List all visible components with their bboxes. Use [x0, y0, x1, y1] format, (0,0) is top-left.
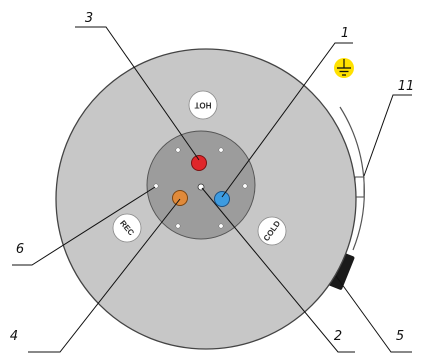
- mounting-holes: [153, 147, 248, 229]
- rec-label-disc: REC: [112, 213, 142, 243]
- callout-6: 6: [16, 242, 24, 257]
- earth-ground-icon: [334, 58, 354, 78]
- leader-5: [335, 275, 412, 353]
- callout-11: 11: [398, 79, 415, 94]
- leader-2: [201, 187, 355, 353]
- cold-label-disc: COLD: [257, 216, 287, 246]
- leader-lines: [12, 26, 412, 353]
- leader-6: [12, 186, 156, 266]
- mounting-hole: [242, 183, 248, 189]
- hot-label: HOT: [194, 101, 211, 110]
- callout-2: 2: [334, 329, 342, 344]
- callout-3: 3: [85, 11, 93, 26]
- mounting-hole: [218, 147, 224, 153]
- callout-4: 4: [10, 329, 18, 344]
- leader-1: [221, 42, 353, 198]
- mounting-hole: [218, 223, 224, 229]
- leader-3: [75, 26, 200, 161]
- body-rim-edge: [339, 106, 365, 251]
- cold-water-port: [214, 191, 230, 207]
- recirculation-port: [172, 190, 188, 206]
- hot-water-port: [191, 155, 207, 171]
- mounting-hole: [175, 147, 181, 153]
- mounting-hole: [175, 223, 181, 229]
- callout-1: 1: [341, 26, 349, 41]
- leader-4: [28, 198, 181, 353]
- hot-label-disc: HOT: [188, 90, 218, 120]
- callout-5: 5: [396, 329, 404, 344]
- leader-11: [363, 94, 412, 177]
